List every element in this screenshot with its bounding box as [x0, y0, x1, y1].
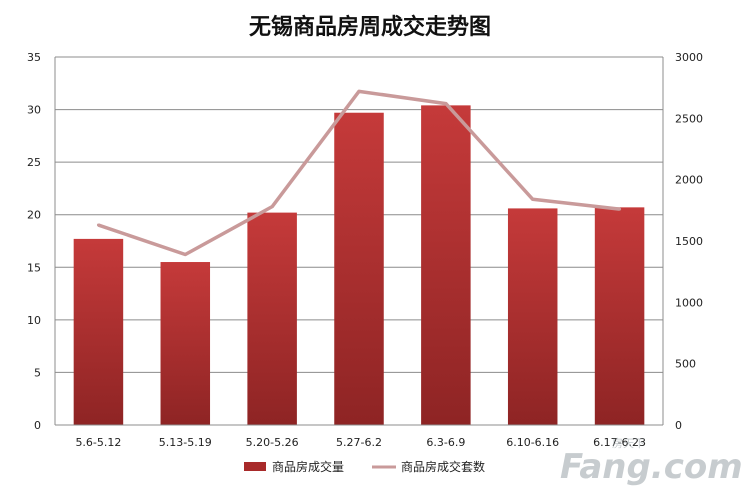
line-series — [96, 89, 622, 257]
right-tick-label: 2500 — [675, 112, 703, 125]
bar — [247, 212, 297, 425]
legend-swatch-bar — [244, 462, 266, 471]
left-tick-label: 10 — [27, 314, 41, 327]
line-point — [357, 89, 361, 93]
axes — [54, 57, 664, 426]
watermark: Fang.com 房天下 — [560, 437, 741, 487]
right-tick-label: 1000 — [675, 296, 703, 309]
chart-title: 无锡商品房周成交走势图 — [249, 14, 491, 40]
right-tick-label: 500 — [675, 358, 696, 371]
category-labels: 5.6-5.12 5.13-5.19 5.20-5.26 5.27-6.2 6.3-6.… — [75, 436, 646, 449]
category-label: 6.10-6.16 — [506, 436, 559, 449]
category-label: 5.6-5.12 — [75, 436, 121, 449]
bar — [160, 262, 211, 425]
line-point — [531, 197, 535, 201]
right-axis-ticks: 0 500 1000 1500 2000 2500 3000 — [675, 51, 703, 432]
left-tick-label: 15 — [27, 261, 41, 274]
line-point — [618, 207, 622, 211]
category-label: 5.20-5.26 — [246, 436, 299, 449]
line-point — [96, 223, 100, 227]
line-point — [183, 252, 187, 256]
category-label: 5.27-6.2 — [336, 436, 382, 449]
left-tick-label: 0 — [34, 419, 41, 432]
bar — [507, 208, 558, 425]
bar — [594, 207, 645, 425]
category-label: 5.13-5.19 — [159, 436, 212, 449]
left-tick-label: 25 — [27, 156, 41, 169]
line-point — [444, 102, 448, 106]
legend-label-line: 商品房成交套数 — [401, 459, 485, 474]
left-tick-label: 35 — [27, 51, 41, 64]
right-tick-label: 2000 — [675, 174, 703, 187]
line-point — [270, 205, 274, 209]
category-label: 6.17-6.23 — [593, 436, 646, 449]
right-tick-label: 1500 — [675, 235, 703, 248]
category-label: 6.3-6.9 — [426, 436, 465, 449]
right-tick-label: 3000 — [675, 51, 703, 64]
right-tick-label: 0 — [675, 419, 682, 432]
left-tick-label: 5 — [34, 366, 41, 379]
bar — [73, 238, 124, 425]
left-tick-label: 20 — [27, 209, 41, 222]
left-tick-label: 30 — [27, 104, 41, 117]
watermark-logo: Fang.com — [560, 447, 741, 487]
bar — [334, 112, 384, 426]
left-axis-ticks: 0 5 10 15 20 25 30 35 — [27, 51, 41, 432]
bar-series — [73, 105, 645, 426]
legend-label-bar: 商品房成交量 — [272, 459, 344, 474]
legend: 商品房成交量 商品房成交套数 — [244, 459, 485, 474]
bar — [421, 105, 471, 425]
watermark-small-text: 房天下 — [612, 437, 645, 450]
